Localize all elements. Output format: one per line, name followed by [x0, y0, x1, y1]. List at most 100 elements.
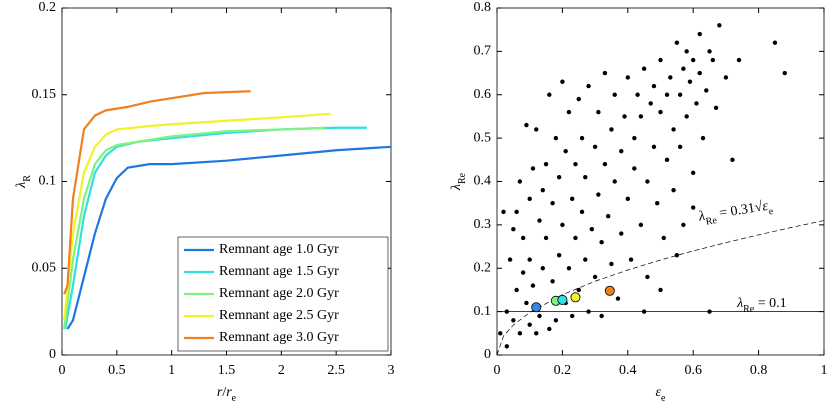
scatter-point [599, 313, 604, 319]
scatter-point [622, 114, 627, 119]
label-part: λ [14, 182, 29, 189]
label-part: R [22, 175, 33, 182]
scatter-point [560, 79, 565, 84]
y-axis-label: λR [14, 175, 33, 189]
scatter-point [619, 231, 624, 236]
scatter-point [694, 101, 699, 106]
scatter-point [504, 344, 510, 349]
scatter-point [498, 331, 503, 336]
x-tick-label: 2 [278, 363, 285, 378]
scatter-point [632, 135, 637, 141]
highlight-point [531, 302, 542, 313]
scatter-point [609, 261, 614, 267]
x-axis-label: r/re [217, 385, 237, 403]
scatter-point [635, 92, 640, 97]
x-tick-label: 0.2 [554, 363, 572, 378]
scatter-point [710, 57, 716, 63]
x-tick-label: 0.5 [108, 363, 126, 378]
scatter-point [550, 200, 555, 206]
y-tick-label: 0.8 [474, 0, 492, 15]
scatter-point [602, 70, 608, 76]
scatter-point [681, 222, 686, 228]
scatter-point [671, 127, 676, 132]
scatter-point [534, 331, 539, 336]
label-part: λ [449, 184, 464, 191]
scatter-point [573, 161, 578, 167]
label-part: e [232, 393, 237, 403]
scatter-point [511, 318, 516, 323]
scatter-point [592, 144, 598, 149]
scatter-point [664, 157, 670, 163]
label-part: ε [761, 199, 769, 215]
scatter-point [573, 235, 578, 241]
scatter-point [596, 109, 601, 115]
scatter-point [570, 313, 575, 319]
label-part: / [222, 385, 226, 400]
series-line [66, 145, 392, 330]
scatter-point [586, 309, 591, 314]
scatter-point [556, 253, 562, 258]
annotation: λRe = 0.1 [736, 296, 787, 315]
scatter-point [677, 144, 683, 149]
label-part: λ [736, 296, 743, 311]
scatter-point [534, 127, 539, 132]
scatter-point [527, 196, 532, 202]
scatter-point [707, 309, 712, 314]
scatter-point [619, 148, 624, 154]
scatter-point [520, 235, 526, 241]
scatter-point [579, 209, 585, 215]
scatter-point [537, 218, 542, 223]
label-part: Re [743, 304, 755, 315]
x-tick-label: 0.8 [750, 363, 768, 378]
scatter-point [691, 170, 696, 176]
scatter-point [782, 70, 787, 76]
scatter-point [730, 157, 735, 163]
scatter-point [713, 105, 719, 110]
scatter-point [507, 257, 513, 262]
y-tick-label: 0.2 [474, 260, 492, 275]
scatter-point [645, 179, 650, 184]
scatter-point [583, 174, 588, 180]
label-part: ε [656, 385, 662, 400]
highlight-point [604, 285, 615, 296]
scatter-point [553, 318, 559, 323]
label-part: e [768, 206, 775, 218]
scatter-point [697, 70, 702, 76]
scatter-point [563, 148, 568, 154]
x-tick-label: 3 [388, 363, 395, 378]
scatter-point [537, 313, 542, 319]
legend-label: Remnant age 2.0 Gyr [219, 286, 339, 301]
scatter-point [501, 209, 506, 215]
x-tick-label: 0.4 [619, 363, 637, 378]
y-tick-label: 0.7 [474, 44, 492, 59]
scatter-point [586, 83, 591, 89]
scatter-point [655, 200, 660, 206]
scatter-point [517, 179, 523, 184]
x-tick-label: 0 [494, 363, 501, 378]
x-tick-label: 0.6 [684, 363, 702, 378]
reference-curve [496, 220, 825, 356]
scatter-point [514, 209, 519, 215]
scatter-point [658, 109, 663, 115]
x-tick-label: 1.5 [218, 363, 236, 378]
y-tick-label: 0.3 [474, 217, 492, 232]
y-tick-label: 0.05 [32, 260, 57, 275]
label-part: e [661, 393, 666, 403]
x-tick-label: 1 [168, 363, 175, 378]
scatter-point [671, 187, 676, 193]
scatter-point [547, 326, 552, 332]
scatter-point [570, 196, 575, 202]
scatter-point [524, 300, 529, 306]
legend-label: Remnant age 1.5 Gyr [219, 264, 339, 279]
y-tick-label: 0.5 [474, 130, 492, 145]
scatter-point [691, 57, 696, 63]
scatter-point [681, 66, 686, 71]
scatter-point [736, 57, 742, 63]
scatter-point [596, 192, 601, 197]
scatter-point [520, 270, 526, 275]
x-tick-label: 0 [59, 363, 66, 378]
legend-label: Remnant age 2.5 Gyr [219, 308, 339, 323]
scatter-point [579, 135, 585, 141]
scatter-point [576, 287, 581, 293]
